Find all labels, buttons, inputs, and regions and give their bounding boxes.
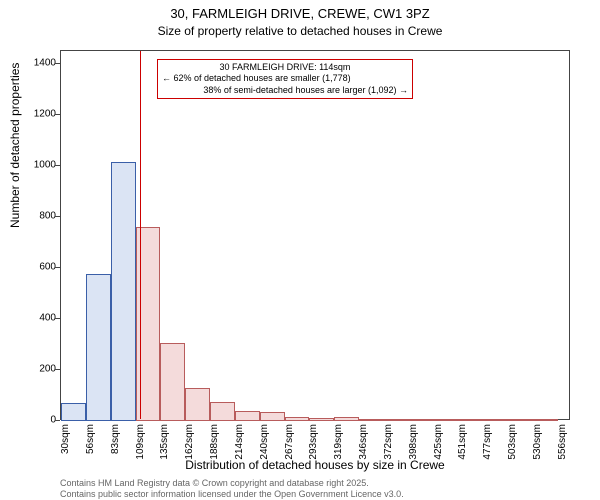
histogram-bar [61,403,86,421]
y-tick-label: 600 [16,261,56,272]
attribution-line-2: Contains public sector information licen… [60,489,570,500]
histogram-bar [185,388,210,421]
histogram-bar [309,418,334,421]
y-tick-label: 200 [16,363,56,374]
histogram-bar [160,343,185,421]
histogram-bar [483,419,508,421]
annotation-box: 30 FARMLEIGH DRIVE: 114sqm ← 62% of deta… [157,59,413,99]
histogram-bar [210,402,235,421]
y-tick-label: 400 [16,312,56,323]
histogram-bar [508,419,533,421]
histogram-bar [458,419,483,421]
y-tick-label: 800 [16,210,56,221]
histogram-bar [533,419,558,421]
chart-subtitle: Size of property relative to detached ho… [0,24,600,38]
y-tick-label: 1200 [16,108,56,119]
histogram-bar [111,162,136,421]
y-tick-mark [55,420,60,421]
y-axis-label: Number of detached properties [8,63,22,228]
attribution-text: Contains HM Land Registry data © Crown c… [60,478,570,500]
histogram-bar [86,274,111,421]
plot-area: 30 FARMLEIGH DRIVE: 114sqm ← 62% of deta… [60,50,570,420]
histogram-bar [359,419,384,421]
chart-container: 30, FARMLEIGH DRIVE, CREWE, CW1 3PZ Size… [0,0,600,500]
histogram-bar [235,411,260,421]
reference-line [140,51,141,419]
y-tick-label: 1400 [16,57,56,68]
histogram-bar [384,419,409,421]
chart-title: 30, FARMLEIGH DRIVE, CREWE, CW1 3PZ [0,6,600,21]
annotation-line-1: ← 62% of detached houses are smaller (1,… [162,73,408,84]
histogram-bar [260,412,285,421]
histogram-bar [136,227,161,421]
histogram-bar [285,417,310,421]
annotation-title: 30 FARMLEIGH DRIVE: 114sqm [162,62,408,73]
y-tick-label: 1000 [16,159,56,170]
bars-group [61,51,571,421]
histogram-bar [434,419,459,421]
y-tick-label: 0 [16,415,56,426]
x-axis-label: Distribution of detached houses by size … [60,458,570,472]
attribution-line-1: Contains HM Land Registry data © Crown c… [60,478,570,489]
histogram-bar [334,417,359,421]
annotation-line-2: 38% of semi-detached houses are larger (… [162,85,408,96]
histogram-bar [409,419,434,421]
